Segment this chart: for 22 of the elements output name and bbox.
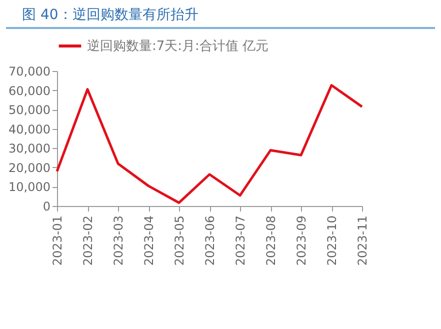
x-tick-label: 2023-02 — [81, 216, 95, 266]
y-tick-label: 30,000 — [8, 142, 50, 156]
x-tick-label: 2023-06 — [203, 216, 217, 266]
y-tick-label: 0 — [42, 200, 50, 214]
chart-title: 图 40：逆回购数量有所抬升 — [6, 0, 435, 29]
x-tick-label: 2023-03 — [112, 216, 126, 266]
y-tick-label: 10,000 — [8, 180, 50, 194]
y-tick-label: 40,000 — [8, 122, 50, 136]
x-tick-label: 2023-07 — [234, 216, 248, 266]
x-tick-label: 2023-04 — [142, 216, 156, 266]
y-tick-label: 50,000 — [8, 103, 50, 118]
y-tick-label: 70,000 — [8, 64, 50, 78]
y-tick-label: 60,000 — [8, 84, 50, 98]
y-tick-label: 20,000 — [8, 160, 50, 175]
x-tick-label: 2023-01 — [50, 216, 64, 266]
x-tick-label: 2023-05 — [172, 216, 186, 266]
x-tick-label: 2023-11 — [356, 216, 370, 266]
legend-label: 逆回购数量:7天:月:合计值 亿元 — [87, 39, 269, 54]
x-tick-label: 2023-10 — [325, 216, 339, 266]
x-tick-label: 2023-08 — [264, 216, 278, 266]
line-series — [56, 84, 364, 204]
x-tick-label: 2023-09 — [294, 216, 308, 266]
